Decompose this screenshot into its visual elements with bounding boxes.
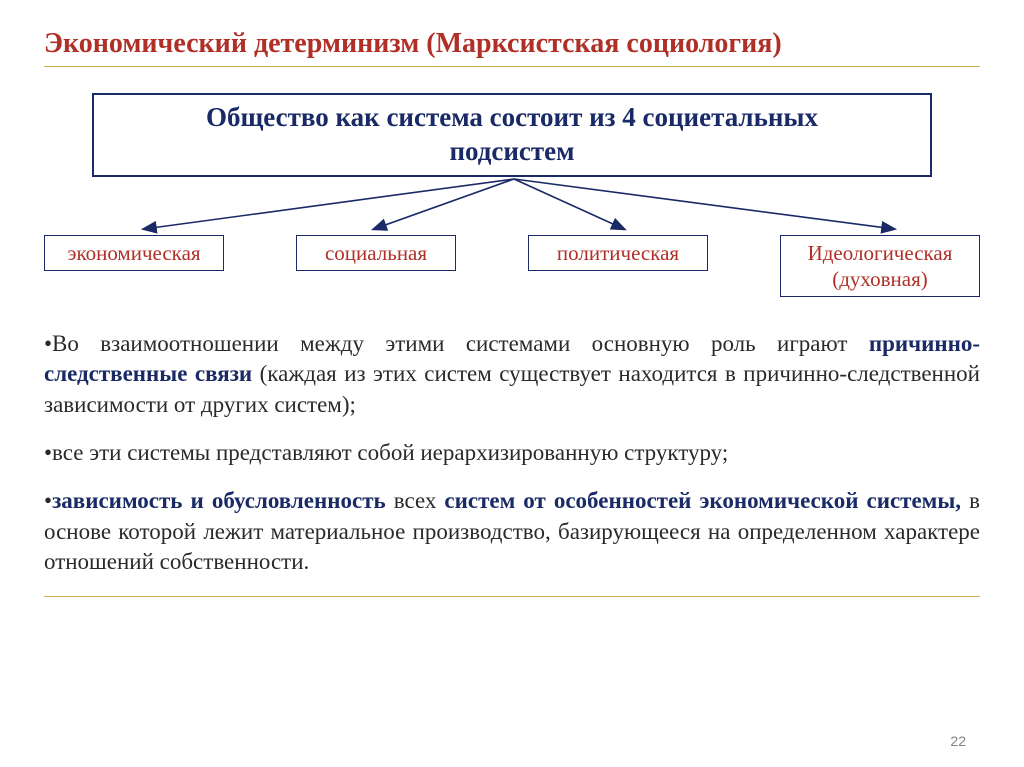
bullet-1: •Во взаимоотношении между этими системам… (44, 329, 980, 420)
subsystems-row: экономическая социальная политическая Ид… (44, 235, 980, 298)
bullet-2: •все эти системы представляют собой иера… (44, 438, 980, 468)
bullet-3-strong2: систем от особенностей экономической сис… (444, 488, 961, 513)
bullet-list: •Во взаимоотношении между этими системам… (44, 329, 980, 578)
main-concept-box: Общество как система состоит из 4 социет… (92, 93, 932, 177)
bullet-3-strong1: зависимость и обусловленность (52, 488, 386, 513)
main-box-line1: Общество как система состоит из 4 социет… (206, 102, 818, 132)
bullet-1-pre: •Во взаимоотношении между этими системам… (44, 331, 869, 356)
bullet-2-text: •все эти системы представляют собой иера… (44, 440, 728, 465)
main-box-line2: подсистем (449, 136, 574, 166)
page-number: 22 (950, 733, 966, 749)
subsystem-political: политическая (528, 235, 708, 271)
subsystem-ideological: Идеологическая (духовная) (780, 235, 980, 298)
title-underline: Экономический детерминизм (Марксистская … (44, 28, 980, 67)
subsystem-social: социальная (296, 235, 456, 271)
page-title: Экономический детерминизм (Марксистская … (44, 28, 980, 60)
bullet-3-mid: всех (386, 488, 445, 513)
footer-rule (44, 596, 980, 597)
bullet-3: •зависимость и обусловленность всех сист… (44, 486, 980, 577)
bullet-3-pre: • (44, 488, 52, 513)
subsystem-economic: экономическая (44, 235, 224, 271)
branch-arrows (44, 177, 984, 237)
